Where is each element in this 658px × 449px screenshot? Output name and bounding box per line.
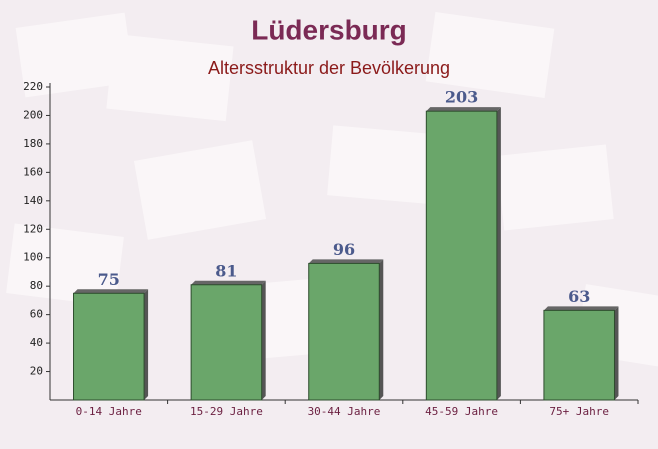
x-tick-label: 75+ Jahre xyxy=(549,405,609,418)
value-label: 203 xyxy=(445,88,478,107)
bar xyxy=(543,309,615,401)
bar-top xyxy=(543,306,619,311)
y-tick-label: 200 xyxy=(23,108,43,121)
bar xyxy=(425,110,498,401)
bar-shadow xyxy=(614,306,619,400)
bar-shadow xyxy=(496,107,501,400)
y-tick-label: 20 xyxy=(30,365,43,378)
value-label: 63 xyxy=(568,287,590,306)
y-tick-label: 100 xyxy=(23,251,43,264)
bar-top xyxy=(191,280,266,285)
bar xyxy=(73,292,145,401)
bar xyxy=(190,284,263,401)
bar-shadow xyxy=(261,280,266,400)
x-tick-label: 45-59 Jahre xyxy=(425,405,498,418)
bar-shadow xyxy=(144,289,149,400)
bar-top xyxy=(426,107,501,112)
value-label: 96 xyxy=(333,240,355,259)
y-tick-label: 80 xyxy=(30,279,43,292)
bar-shadow xyxy=(379,259,384,400)
x-tick-label: 15-29 Jahre xyxy=(190,405,263,418)
bar-top xyxy=(308,259,384,264)
y-tick-label: 60 xyxy=(30,308,43,321)
bar-top xyxy=(73,289,149,294)
chart-title: Lüdersburg xyxy=(251,14,407,45)
x-tick-label: 0-14 Jahre xyxy=(76,405,142,418)
y-tick-label: 140 xyxy=(23,194,43,207)
chart-subtitle: Altersstruktur der Bevölkerung xyxy=(208,58,450,78)
bar xyxy=(308,262,380,401)
value-label: 81 xyxy=(215,261,237,280)
y-tick-label: 40 xyxy=(30,336,43,349)
y-tick-label: 160 xyxy=(23,165,43,178)
x-tick-label: 30-44 Jahre xyxy=(308,405,381,418)
value-label: 75 xyxy=(98,270,120,289)
y-tick-label: 120 xyxy=(23,222,43,235)
y-tick-label: 180 xyxy=(23,137,43,150)
y-tick-label: 220 xyxy=(23,80,43,93)
